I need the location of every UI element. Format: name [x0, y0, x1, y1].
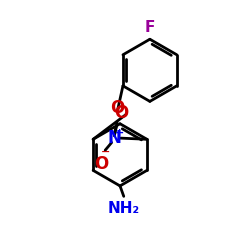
Text: NH₂: NH₂: [108, 201, 140, 216]
Text: N: N: [108, 129, 122, 147]
Text: F: F: [145, 20, 155, 36]
Text: −: −: [101, 147, 110, 157]
Text: O: O: [110, 99, 124, 117]
Text: +: +: [115, 128, 124, 138]
Text: O: O: [94, 156, 108, 174]
Text: O: O: [114, 104, 129, 122]
